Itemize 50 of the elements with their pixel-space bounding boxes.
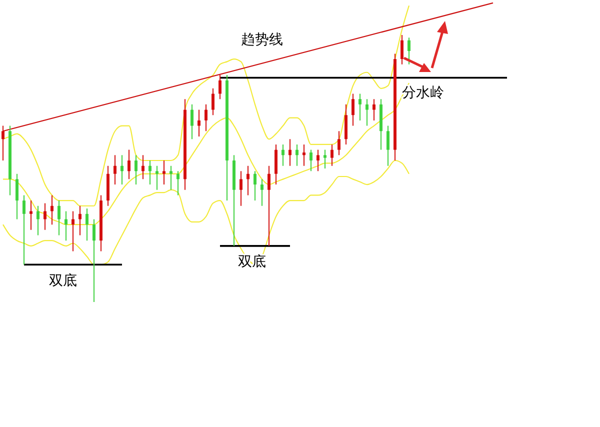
candlestick [310,149,312,172]
candlestick [330,144,334,166]
candlestick [64,210,68,242]
candlestick [170,165,172,190]
candlestick [408,37,410,65]
candlestick [148,160,152,186]
candlestick [92,218,96,302]
candlestick [128,149,130,180]
candlestick [134,154,138,186]
candlestick [86,208,88,242]
candlestick [268,165,270,246]
candlestick [386,125,390,166]
candlestick [44,202,46,230]
candlestick [120,154,124,186]
candlestick [142,154,144,180]
candlestick [176,170,180,196]
candlestick [288,138,292,166]
candlestick [58,200,60,236]
candlestick [324,149,326,169]
candlestick [372,98,376,121]
candlestick [400,34,404,65]
candlestick [282,144,284,166]
candlestick [246,165,250,196]
candlestick [260,178,264,206]
candlestick [302,144,306,166]
candlestick [198,109,200,137]
candlestick [36,205,40,236]
candlestick [204,104,208,132]
candlestick [162,160,166,186]
candlestick [338,130,340,156]
candlestick [72,210,74,252]
candlestick [296,144,298,166]
candlestick [50,194,54,226]
annotation: 双底 [49,273,77,289]
candlestick [78,205,82,236]
candlestick [114,154,116,186]
candlestick [212,88,214,116]
candlestick [240,170,242,206]
candlestick [366,98,368,126]
candlestick [316,149,320,172]
candlestick [156,165,158,190]
candlestick [358,93,362,121]
annotation: 趋势线 [241,32,283,48]
candlestick [218,74,222,100]
candlestick [22,194,26,266]
candlestick [30,200,32,230]
candlestick [190,104,194,140]
candlestick [352,93,354,126]
candlestick [254,170,256,202]
candlestick [16,173,18,220]
